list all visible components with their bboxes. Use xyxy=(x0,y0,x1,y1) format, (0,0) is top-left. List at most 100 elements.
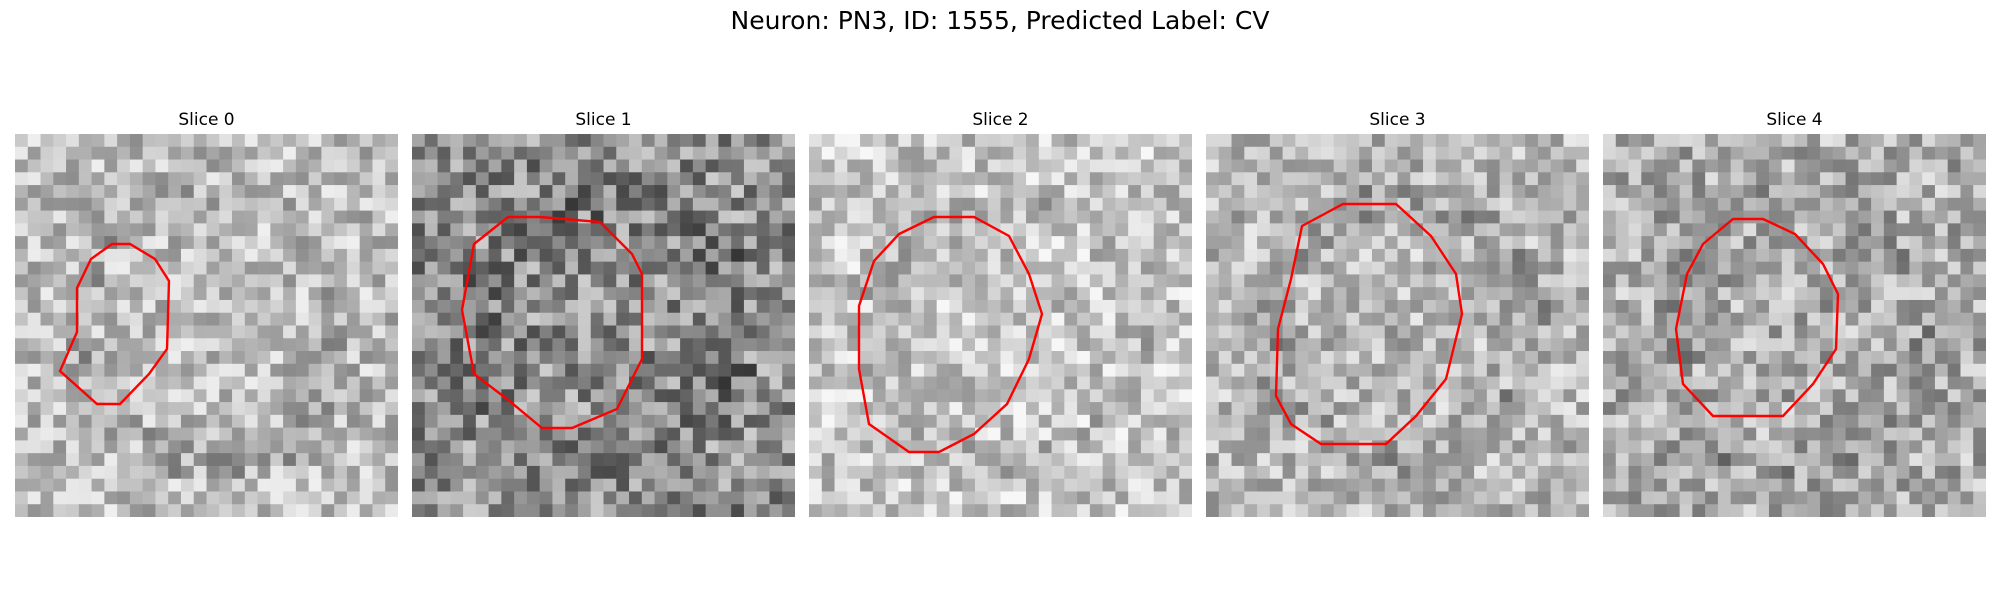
pixel xyxy=(692,261,707,276)
pixel xyxy=(1858,325,1872,339)
pixel xyxy=(629,414,643,429)
pixel xyxy=(1781,134,1796,148)
pixel xyxy=(1807,274,1821,288)
pixel xyxy=(346,427,361,441)
pixel xyxy=(1641,236,1655,250)
pixel xyxy=(359,338,374,352)
pixel xyxy=(1000,185,1014,199)
pixel xyxy=(1537,491,1552,505)
pixel xyxy=(692,351,707,365)
pixel xyxy=(1858,299,1872,314)
pixel xyxy=(1499,223,1513,237)
pixel xyxy=(667,478,681,493)
pixel xyxy=(1603,363,1617,378)
pixel xyxy=(1960,261,1974,276)
pixel xyxy=(117,248,131,263)
pixel xyxy=(270,453,284,467)
pixel xyxy=(450,440,464,454)
pixel xyxy=(847,478,861,493)
pixel xyxy=(1282,363,1296,378)
pixel xyxy=(359,453,374,467)
pixel xyxy=(1218,248,1233,263)
pixel xyxy=(104,491,118,505)
pixel xyxy=(911,363,925,378)
pixel xyxy=(257,312,271,327)
pixel xyxy=(1064,351,1078,365)
pixel xyxy=(283,134,297,148)
pixel xyxy=(526,491,541,505)
pixel xyxy=(424,338,439,352)
pixel xyxy=(743,312,758,327)
pixel xyxy=(1269,223,1284,237)
pixel xyxy=(769,478,783,493)
pixel xyxy=(1641,440,1655,454)
pixel xyxy=(40,453,54,467)
pixel xyxy=(463,465,477,480)
pixel xyxy=(539,299,554,314)
pixel xyxy=(629,287,643,301)
pixel xyxy=(1359,427,1373,441)
pixel xyxy=(949,261,963,276)
pixel xyxy=(321,478,335,493)
pixel xyxy=(1051,414,1065,429)
pixel xyxy=(1705,491,1719,505)
pixel xyxy=(1692,274,1706,288)
pixel xyxy=(756,159,771,173)
pixel xyxy=(1628,363,1642,378)
pixel xyxy=(949,134,963,148)
pixel xyxy=(475,427,490,441)
pixel xyxy=(1295,389,1309,403)
pixel xyxy=(27,453,42,467)
pixel xyxy=(860,185,874,199)
pixel xyxy=(78,134,93,148)
pixel xyxy=(53,478,67,493)
pixel xyxy=(66,491,80,505)
pixel xyxy=(885,210,899,224)
pixel xyxy=(270,478,284,493)
pixel xyxy=(321,248,335,263)
pixel xyxy=(1512,197,1526,212)
pixel xyxy=(1896,146,1910,161)
pixel xyxy=(577,325,592,339)
pixel xyxy=(1781,299,1796,314)
pixel xyxy=(385,389,398,403)
pixel xyxy=(1499,210,1513,224)
pixel xyxy=(1628,261,1642,276)
pixel xyxy=(270,338,284,352)
pixel xyxy=(27,248,42,263)
pixel xyxy=(488,248,502,263)
pixel xyxy=(1346,261,1360,276)
pixel xyxy=(1000,274,1014,288)
pixel xyxy=(1231,172,1245,186)
pixel xyxy=(1654,248,1668,263)
pixel xyxy=(104,414,118,429)
pixel xyxy=(1244,478,1258,493)
pixel xyxy=(244,261,259,276)
pixel xyxy=(321,453,335,467)
pixel xyxy=(1525,223,1539,237)
pixel xyxy=(1960,504,1974,517)
pixel xyxy=(1128,402,1142,416)
pixel xyxy=(346,312,361,327)
pixel xyxy=(577,312,592,327)
pixel xyxy=(936,504,951,517)
pixel xyxy=(1166,465,1180,480)
pixel xyxy=(244,363,259,378)
pixel xyxy=(705,287,719,301)
pixel xyxy=(949,414,963,429)
pixel xyxy=(898,338,912,352)
pixel xyxy=(180,504,195,517)
pixel xyxy=(463,197,477,212)
pixel xyxy=(129,478,144,493)
pixel xyxy=(219,172,233,186)
pixel xyxy=(1628,465,1642,480)
pixel xyxy=(1922,159,1936,173)
pixel xyxy=(424,274,439,288)
pixel xyxy=(1244,363,1258,378)
pixel xyxy=(346,274,361,288)
pixel xyxy=(718,159,732,173)
pixel xyxy=(1166,414,1180,429)
pixel xyxy=(1717,312,1732,327)
pixel xyxy=(412,440,426,454)
pixel xyxy=(590,223,605,237)
